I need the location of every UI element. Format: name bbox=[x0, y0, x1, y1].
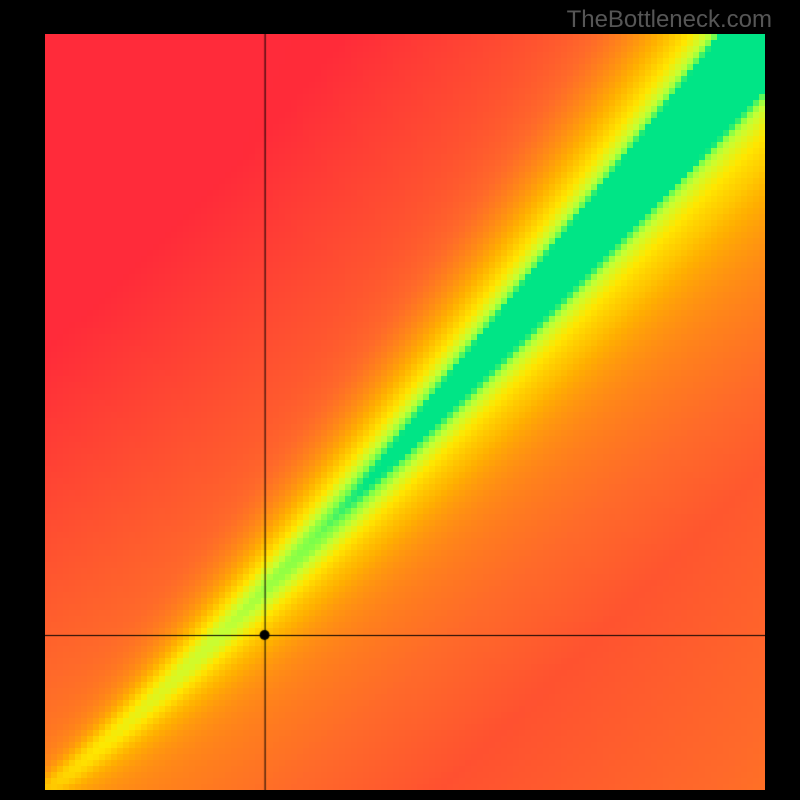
chart-container: TheBottleneck.com bbox=[0, 0, 800, 800]
watermark-label: TheBottleneck.com bbox=[567, 6, 772, 34]
crosshair-overlay bbox=[45, 34, 765, 790]
